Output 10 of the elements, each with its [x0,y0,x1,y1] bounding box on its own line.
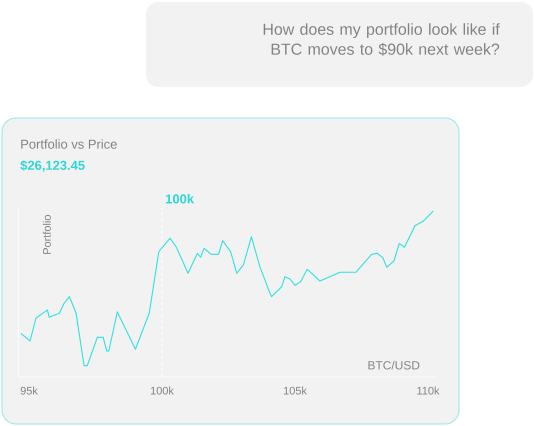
x-tick-label: 95k [20,386,38,395]
x-tick-label: 105k [284,386,307,395]
y-axis-title: Portfolio [42,215,51,254]
x-axis-title: BTC/USD [368,360,420,370]
chart-subtitle: $26,123.45 [20,160,85,172]
text: How does my portfolio look like if BTC moves to $90k next week? [264,23,500,56]
ref-line-label: 100k [166,194,194,204]
x-tick-label: 100k [150,386,174,395]
x-tick-label: 110k [417,386,440,395]
chart-title: Portfolio vs Price [21,139,117,149]
